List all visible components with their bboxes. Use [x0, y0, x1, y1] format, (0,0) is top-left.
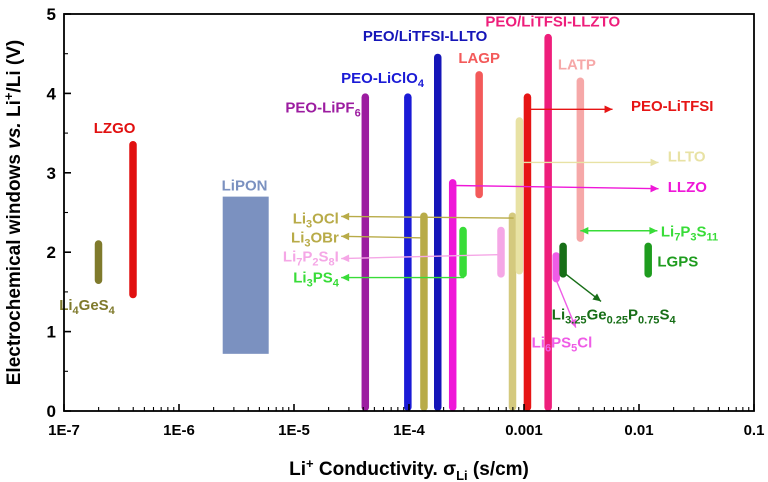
arrow-li6ps5cl — [555, 279, 577, 328]
arrow-li7p3s11 — [580, 226, 658, 235]
label-li7p2s8i: Li7P2S8I — [283, 249, 339, 269]
label-peo-lipf6: PEO-LiPF6 — [285, 99, 360, 119]
label-li3ocl: Li3OCl — [293, 211, 339, 231]
arrow-llto — [520, 158, 659, 167]
arrow-li7p2s8i — [341, 253, 503, 263]
arrow-li3ocl-line — [341, 215, 514, 219]
label-li6ps5cl: Li6PS5Cl — [532, 334, 593, 354]
arrow-li6ps5cl-line — [555, 279, 577, 328]
label-peo-litfsi-llto: PEO/LiTFSI-LLTO — [363, 28, 488, 45]
label-li3obr: Li3OBr — [291, 230, 339, 250]
arrow-peo-litfsi — [527, 105, 613, 114]
x-tick-label: 1E-4 — [393, 422, 425, 439]
bars-layer — [94, 33, 652, 412]
label-latp: LATP — [558, 57, 596, 74]
x-axis-label: Li+ Conductivity. σLi (s/cm) — [289, 456, 529, 482]
arrow-llzo-head — [650, 184, 659, 193]
label-li7p3s11: Li7P3S11 — [661, 223, 718, 243]
arrows-layer — [341, 105, 659, 328]
x-tick-label: 1E-6 — [163, 422, 195, 439]
labels-layer: Li4GeS4 LZGO LiPON PEO-LiPF6 PEO-LiClO4 PEO/L… — [59, 14, 718, 355]
label-llzo: LLZO — [668, 179, 707, 196]
y-tick-label: 1 — [47, 323, 56, 342]
arrow-li3ocl-head — [341, 212, 350, 221]
bar-llto — [515, 117, 524, 275]
bar-llzo — [448, 179, 457, 411]
bar-peo-litfsi-llzto — [544, 33, 552, 411]
bar-li7p2s8i — [497, 226, 505, 278]
arrow-li7p2s8i-head — [341, 254, 350, 263]
bar-li6ps5cl — [552, 252, 560, 283]
bar-peo-liclo4 — [404, 93, 412, 412]
arrow-llto-head — [650, 158, 659, 167]
arrow-llzo-line — [453, 184, 659, 190]
arrow-li7p3s11-head-start — [580, 226, 589, 235]
y-tick-label: 0 — [47, 402, 56, 421]
bar-lgps — [644, 242, 652, 278]
arrow-li3.25ge-head — [592, 293, 602, 302]
bar-peo-lipf6 — [361, 93, 370, 412]
bar-li3ps4 — [459, 226, 467, 278]
x-tick-label: 0.1 — [744, 422, 765, 439]
x-tick-label: 0.001 — [505, 422, 543, 439]
arrow-peo-litfsi-head — [604, 105, 613, 114]
bar-li4ges4 — [94, 240, 103, 284]
arrow-li3ps4-head — [341, 273, 350, 282]
x-tick-label: 1E-5 — [278, 422, 310, 439]
label-peo-litfsi-llzto: PEO/LiTFSI-LLZTO — [485, 14, 620, 31]
arrow-li3ps4 — [341, 273, 465, 282]
y-tick-label: 5 — [47, 5, 56, 24]
arrow-li7p3s11-head — [649, 226, 658, 235]
arrow-li3ocl — [341, 212, 514, 221]
bar-li3ocl — [420, 212, 428, 411]
bar-peo-litfsi — [523, 93, 532, 412]
arrow-llzo — [453, 184, 659, 193]
arrow-li3obr — [341, 232, 426, 241]
label-lgps: LGPS — [657, 253, 698, 270]
bar-lipon — [222, 196, 269, 354]
arrow-li3.25ge — [562, 271, 602, 302]
bar-latp — [576, 77, 585, 242]
arrow-li3obr-line — [341, 235, 426, 239]
y-tick-label: 4 — [47, 84, 57, 103]
label-lzgo: LZGO — [94, 120, 136, 137]
label-li3.25ge: Li3.25Ge0.25P0.75S4 — [552, 307, 677, 327]
bar-peo-litfsi-llto — [434, 53, 442, 411]
label-lagp: LAGP — [458, 50, 500, 67]
arrow-li3obr-head — [341, 232, 350, 241]
bar-lagp — [475, 71, 483, 199]
x-tick-label: 0.01 — [624, 422, 653, 439]
label-peo-litfsi: PEO-LiTFSI — [631, 98, 714, 115]
label-li4ges4: Li4GeS4 — [59, 297, 115, 317]
y-axis-label: Electrochemical windows vs. Li+/Li (V) — [1, 40, 25, 386]
y-tick-label: 2 — [47, 243, 56, 262]
y-tick-label: 3 — [47, 164, 56, 183]
label-llto: LLTO — [668, 149, 706, 166]
label-lipon: LiPON — [222, 177, 268, 194]
bar-li3.25ge — [559, 242, 567, 278]
arrow-li7p2s8i-line — [341, 253, 503, 260]
label-peo-liclo4: PEO-LiClO4 — [341, 70, 425, 90]
arrow-li6ps5cl-head — [569, 318, 577, 328]
x-tick-label: 1E-7 — [48, 422, 80, 439]
label-li3ps4: Li3PS4 — [293, 269, 339, 289]
bar-lzgo — [129, 141, 137, 299]
axes-layer: 1E-7 1E-6 1E-5 1E-4 0.001 0.01 0.1 0 1 2 3 4 5 Li+ Co… — [1, 5, 764, 482]
bar-li3obr — [508, 212, 517, 411]
